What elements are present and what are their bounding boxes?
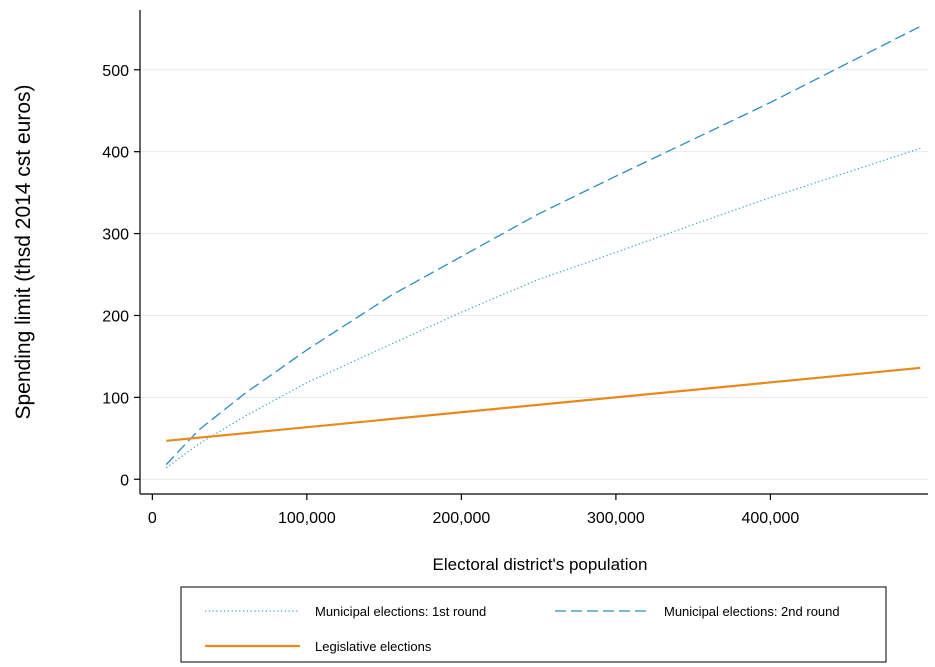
legend-label-municipal-1st: Municipal elections: 1st round — [315, 604, 486, 619]
y-tick-label-0: 0 — [120, 472, 129, 489]
x-tick-label-3: 300,000 — [587, 510, 645, 527]
series-line-3 — [166, 366, 921, 442]
y-tick-label-2: 200 — [102, 308, 129, 325]
y-tick-label-3: 300 — [102, 227, 129, 244]
series-layer — [165, 25, 921, 469]
y-tick-label-4: 400 — [102, 145, 129, 162]
x-tick-label-4: 400,000 — [741, 510, 799, 527]
axes — [139, 10, 928, 495]
series-line-2 — [165, 25, 921, 465]
x-axis-title: Electoral district's population — [433, 555, 648, 574]
legend-label-municipal-2nd: Municipal elections: 2nd round — [664, 604, 840, 619]
x-tick-label-2: 200,000 — [432, 510, 490, 527]
gridlines — [140, 69, 928, 480]
y-axis-title: Spending limit (thsd 2014 cst euros) — [12, 84, 35, 419]
legend: Municipal elections: 1st round Municipal… — [180, 586, 887, 663]
legend-box — [180, 586, 887, 663]
x-tick-label-1: 100,000 — [278, 510, 336, 527]
y-axis-ticks: 0 100 200 300 400 500 — [102, 63, 140, 489]
legend-label-legislative: Legislative elections — [315, 639, 432, 654]
y-tick-label-1: 100 — [102, 390, 129, 407]
x-axis-ticks: 0 100,000 200,000 300,000 400,000 — [148, 494, 799, 527]
x-tick-label-0: 0 — [148, 510, 157, 527]
y-tick-label-5: 500 — [102, 63, 129, 80]
series-line-1 — [165, 147, 921, 469]
